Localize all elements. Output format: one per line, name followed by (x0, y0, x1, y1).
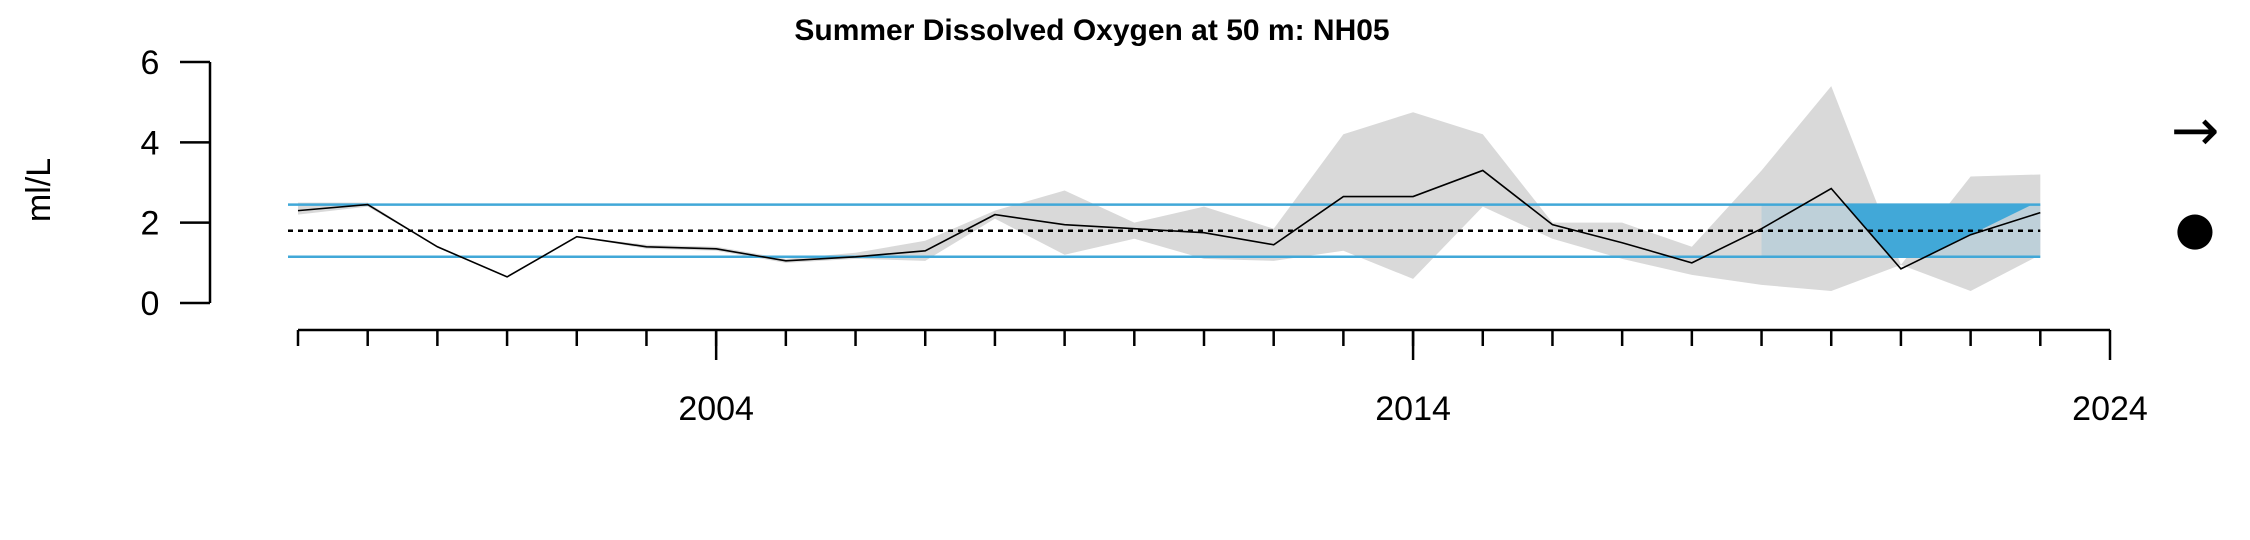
axes: 0 2 4 6 2004 2014 2024 (141, 44, 2148, 428)
y-tick-label: 0 (141, 285, 160, 323)
y-axis-title: ml/L (20, 158, 58, 222)
y-tick-label: 4 (141, 124, 160, 162)
chart-title: Summer Dissolved Oxygen at 50 m: NH05 (794, 14, 1389, 47)
x-tick-label: 2014 (1375, 390, 1451, 428)
y-tick-label: 2 (141, 205, 160, 243)
x-tick-label: 2024 (2072, 390, 2148, 428)
y-tick-label: 6 (141, 44, 160, 82)
series-line (297, 169, 2041, 278)
x-tick-label: 2004 (678, 390, 754, 428)
plot-area (288, 86, 2041, 291)
trend-arrow-icon: → (2171, 96, 2220, 164)
mean-status-dot-icon: ● (2175, 201, 2215, 255)
confidence-band (298, 86, 2041, 291)
